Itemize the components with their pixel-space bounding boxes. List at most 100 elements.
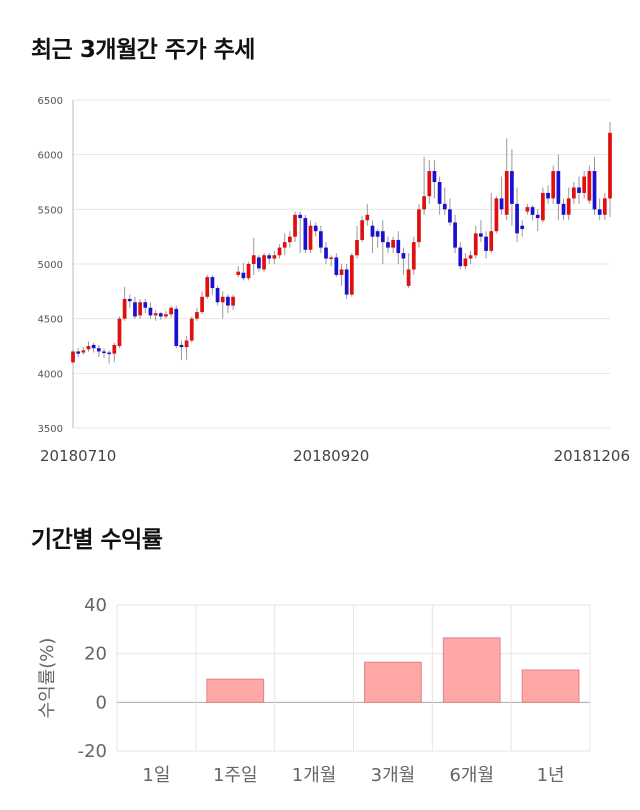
candle — [406, 253, 411, 289]
candle-body-up — [251, 255, 256, 264]
candle-body-down — [107, 352, 112, 355]
candle-body-up — [195, 312, 199, 319]
candle — [541, 187, 545, 223]
candle — [339, 264, 344, 286]
price-x-tick-label: 20181206 — [554, 447, 630, 465]
candle-body-down — [453, 222, 457, 248]
candle-body-up — [525, 207, 530, 212]
candle — [231, 294, 235, 310]
returns-y-tick-label: 0 — [96, 692, 107, 713]
candle — [226, 294, 230, 314]
candle — [288, 231, 292, 248]
candle-body-up — [236, 271, 241, 275]
candle — [510, 149, 514, 226]
candle — [349, 253, 354, 297]
candle-body-down — [324, 247, 328, 259]
candle-body-up — [308, 225, 313, 250]
candle — [453, 214, 457, 254]
candle-body-down — [370, 225, 375, 237]
candle-body-down — [76, 351, 81, 354]
candle — [236, 266, 241, 278]
candle-body-up — [571, 187, 576, 199]
candle-body-up — [282, 242, 287, 248]
candle-body-up — [489, 231, 494, 251]
candle — [313, 222, 318, 237]
candle-body-down — [174, 308, 179, 346]
candle-body-down — [437, 182, 442, 204]
candle — [504, 138, 509, 221]
price-x-tick-label: 20180920 — [293, 447, 369, 465]
candle — [386, 236, 390, 254]
return-bar — [206, 678, 265, 703]
price-y-tick-label: 4500 — [38, 315, 63, 326]
candle — [499, 176, 504, 215]
candle — [138, 298, 142, 319]
candle-body-down — [515, 203, 519, 234]
candle-body-up — [293, 214, 297, 237]
candle-body-up — [504, 171, 509, 215]
candle — [241, 262, 246, 281]
candle — [401, 247, 406, 275]
candle-body-up — [277, 247, 282, 256]
candle-body-up — [349, 255, 354, 295]
candle-body-up — [360, 220, 365, 240]
candle — [520, 220, 525, 237]
price-y-tick-label: 3500 — [38, 424, 63, 435]
candle — [71, 349, 75, 365]
candle-body-down — [499, 198, 504, 210]
candle-body-up — [138, 302, 142, 316]
candle-body-up — [582, 176, 587, 193]
candle-body-up — [602, 198, 607, 215]
candle-body-up — [189, 318, 194, 341]
candle — [411, 236, 416, 275]
candle-body-up — [541, 192, 545, 221]
candle-body-up — [153, 313, 158, 316]
candle — [143, 298, 148, 314]
returns-x-tick-label: 3개월 — [371, 765, 416, 786]
candle — [308, 220, 313, 254]
price-trend-title: 최근 3개월간 주가 추세 — [31, 37, 255, 63]
candle-body-down — [226, 296, 230, 306]
candle — [525, 203, 530, 215]
candle — [174, 305, 179, 349]
candle-body-down — [127, 298, 132, 302]
candle — [298, 211, 303, 254]
candle — [515, 187, 519, 243]
candle — [282, 233, 287, 256]
candle — [267, 253, 272, 264]
candle — [257, 255, 261, 272]
candle — [102, 348, 106, 359]
candle — [380, 220, 385, 264]
candle — [117, 316, 122, 349]
candle-body-down — [535, 214, 540, 219]
return-bar — [442, 637, 501, 703]
candle-body-down — [510, 171, 514, 204]
candle — [133, 296, 137, 319]
candle-body-up — [566, 198, 571, 215]
candle — [375, 229, 380, 248]
candle — [205, 274, 210, 299]
candle-body-down — [458, 247, 463, 267]
candle — [318, 225, 323, 254]
candle — [112, 342, 117, 363]
candle-body-up — [86, 346, 91, 350]
candle — [251, 237, 256, 275]
candle — [303, 214, 308, 254]
candle — [422, 156, 426, 215]
candle — [262, 253, 266, 272]
candle-body-down — [102, 351, 106, 353]
candle — [324, 242, 328, 264]
candle — [468, 250, 473, 264]
candle — [479, 220, 483, 243]
candle-body-down — [210, 277, 215, 289]
candle — [417, 203, 421, 248]
price-y-tick-label: 6000 — [38, 151, 63, 162]
candle-body-down — [179, 344, 184, 348]
candle-body-up — [169, 307, 173, 315]
candle-body-up — [494, 198, 499, 232]
candle-body-up — [220, 296, 225, 303]
candle — [76, 348, 81, 357]
candle-body-down — [143, 302, 148, 308]
returns-y-tick-label: 20 — [84, 644, 107, 665]
